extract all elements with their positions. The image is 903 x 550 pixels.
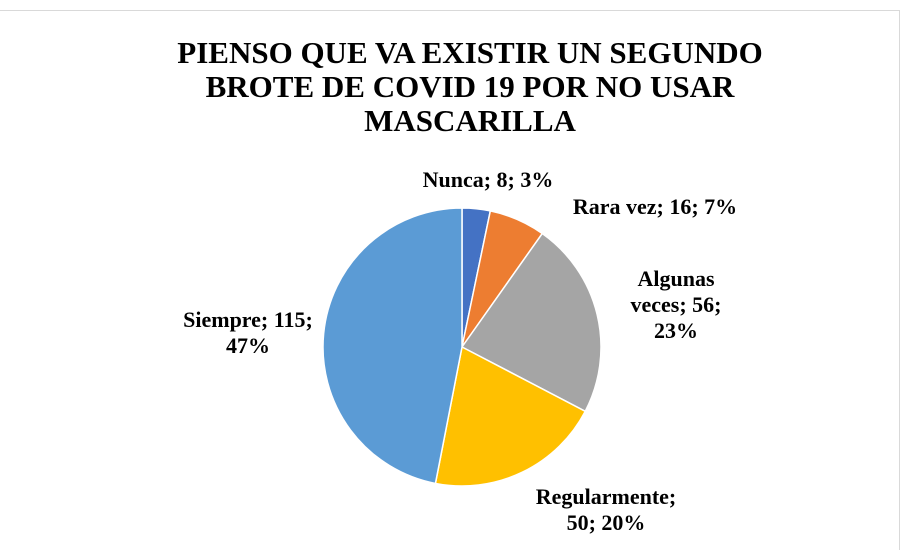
pie-slice [322, 207, 463, 485]
pie-slice [460, 232, 602, 413]
page: {"chart_data": {"type": "pie", "title": … [0, 10, 900, 550]
data-label: Algunas veces; 56; 23% [630, 266, 722, 343]
data-label: Rara vez; 16; 7% [572, 194, 738, 219]
chart [322, 207, 602, 487]
data-label: Nunca; 8; 3% [422, 167, 554, 192]
chart-border [0, 10, 900, 550]
data-label: Siempre; 115; 47% [183, 307, 313, 358]
data-label: Regularmente; 50; 20% [535, 484, 677, 535]
pie-slice [434, 345, 587, 487]
chart-title: PIENSO QUE VA EXISTIR UN SEGUNDO BROTE D… [177, 35, 763, 138]
